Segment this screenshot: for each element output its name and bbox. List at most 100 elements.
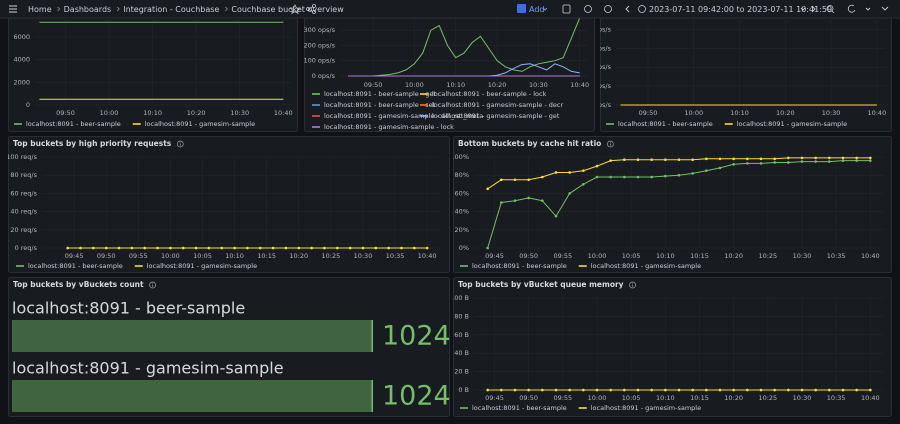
breadcrumb-separator	[225, 6, 228, 12]
legend-item[interactable]: localhost:8091 - gamesim-sample	[132, 120, 255, 128]
y-tick-label: 40 eps/s	[584, 63, 612, 71]
data-point	[513, 199, 517, 202]
panel-info-icon[interactable]	[606, 140, 614, 148]
legend-label: localhost:8091 - gamesim-sample - del_re…	[324, 112, 483, 120]
data-point	[609, 388, 612, 392]
data-point	[759, 388, 763, 392]
refresh-icon[interactable]	[847, 4, 856, 13]
legend-item[interactable]: localhost:8091 - gamesim-sample	[578, 404, 701, 412]
data-point	[650, 158, 653, 162]
y-tick-label: 40 req/s	[10, 208, 37, 216]
x-tick-label: 10:40	[274, 109, 293, 117]
panel-info-icon[interactable]	[176, 140, 184, 148]
x-tick-label: 10:15	[257, 252, 276, 260]
legend-item[interactable]: localhost:8091 - beer-sample - lock	[420, 90, 547, 98]
time-range[interactable]: 2023-07-11 09:42:00 to 2023-07-11 10:41:…	[649, 5, 832, 14]
breadcrumb[interactable]: Dashboards	[64, 5, 112, 14]
shift-forward[interactable]	[811, 5, 816, 13]
legend-item[interactable]: localhost:8091 - beer-sample	[16, 262, 123, 270]
data-point	[636, 158, 640, 162]
panel-info-icon[interactable]	[629, 281, 636, 289]
data-point	[677, 158, 681, 162]
legend-label: localhost:8091 - beer-sample - get	[324, 90, 436, 98]
x-tick-label: 10:40	[570, 81, 589, 89]
data-point	[732, 388, 735, 392]
add-label[interactable]: Add	[529, 5, 545, 14]
x-tick-label: 09:55	[553, 252, 572, 260]
y-tick-label: 40%	[455, 208, 469, 216]
legend-item[interactable]: localhost:8091 - beer-sample	[14, 120, 121, 128]
legend-item[interactable]: localhost:8091 - gamesim-sample	[578, 262, 701, 270]
y-tick-label: 100%	[450, 153, 469, 161]
legend-label: localhost:8091 - beer-sample - set	[324, 101, 436, 109]
data-point	[66, 246, 69, 250]
y-tick-label: 2000	[13, 78, 30, 86]
panel-title: Top buckets by vBuckets count	[13, 280, 144, 289]
data-point	[636, 175, 640, 179]
data-point	[841, 159, 845, 162]
data-point	[92, 246, 95, 250]
refresh-chevron[interactable]	[865, 7, 871, 11]
panel-info-icon[interactable]	[149, 281, 156, 289]
x-tick-label: 10:20	[187, 109, 206, 117]
legend-item[interactable]: localhost:8091 - beer-sample	[460, 404, 567, 412]
x-tick-label: 10:20	[488, 81, 507, 89]
data-point	[486, 388, 489, 392]
info-circle	[606, 140, 614, 148]
legend-item[interactable]: localhost:8091 - gamesim-sample - get	[420, 112, 560, 120]
x-tick-label: 10:00	[405, 81, 424, 89]
x-tick-label: 10:30	[230, 109, 249, 117]
x-tick-label: 10:25	[322, 252, 341, 260]
x-tick-label: 10:30	[793, 394, 812, 402]
legend-label: localhost:8091 - beer-sample - lock	[432, 90, 547, 98]
shift-back[interactable]	[625, 5, 630, 13]
data-point	[220, 246, 224, 250]
collapse[interactable]	[881, 6, 889, 11]
data-point	[595, 175, 599, 179]
legend-item[interactable]: localhost:8091 - gamesim-sample - lock	[312, 123, 454, 131]
share-icon[interactable]	[306, 4, 316, 14]
legend-item[interactable]: localhost:8091 - beer-sample - set	[312, 101, 436, 109]
legend-label: localhost:8091 - gamesim-sample	[145, 120, 255, 128]
add-chevron	[542, 7, 548, 11]
x-tick-label: 09:50	[56, 109, 75, 117]
x-tick-label: 10:40	[418, 252, 437, 260]
settings-icon[interactable]	[604, 5, 612, 13]
time-chevron[interactable]	[800, 7, 806, 11]
panel: Top buckets by high priority requests 0 r…	[8, 136, 450, 273]
star-icon[interactable]	[289, 4, 301, 15]
x-tick-label: 10:00	[161, 252, 180, 260]
breadcrumb[interactable]: Integration - Couchbase	[123, 5, 219, 14]
legend-item[interactable]: localhost:8091 - beer-sample	[606, 120, 713, 128]
data-point	[513, 388, 517, 392]
legend-item[interactable]: localhost:8091 - beer-sample - get	[312, 90, 436, 98]
zoom-out[interactable]	[826, 5, 835, 14]
clock-icon	[638, 5, 646, 13]
data-point	[855, 156, 858, 160]
y-tick-label: 20%	[455, 226, 469, 234]
data-point	[705, 169, 708, 172]
data-point	[855, 388, 858, 392]
legend-item[interactable]: localhost:8091 - gamesim-sample - del_re…	[312, 112, 483, 120]
legend-item[interactable]: localhost:8091 - beer-sample	[460, 262, 567, 270]
breadcrumb[interactable]: Home	[28, 5, 52, 14]
menu-icon[interactable]	[9, 5, 17, 13]
save-icon[interactable]	[562, 4, 571, 14]
data-point	[582, 183, 585, 186]
legend-item[interactable]: localhost:8091 - gamesim-sample - decr	[420, 101, 564, 109]
x-tick-label: 10:15	[690, 252, 709, 260]
x-tick-label: 09:50	[97, 252, 116, 260]
y-tick-label: 0 B	[458, 386, 469, 394]
info-icon[interactable]	[584, 5, 592, 13]
legend-item[interactable]: localhost:8091 - gamesim-sample	[724, 120, 847, 128]
data-point	[207, 246, 211, 250]
data-point	[787, 388, 790, 392]
panel-title: Top buckets by high priority requests	[13, 139, 172, 148]
x-tick-label: 09:55	[129, 252, 148, 260]
legend-item[interactable]: localhost:8091 - gamesim-sample	[134, 262, 257, 270]
data-point	[773, 388, 776, 392]
data-point	[500, 178, 503, 182]
add-button[interactable]	[517, 4, 548, 13]
data-point	[425, 246, 429, 250]
data-point	[800, 156, 804, 160]
